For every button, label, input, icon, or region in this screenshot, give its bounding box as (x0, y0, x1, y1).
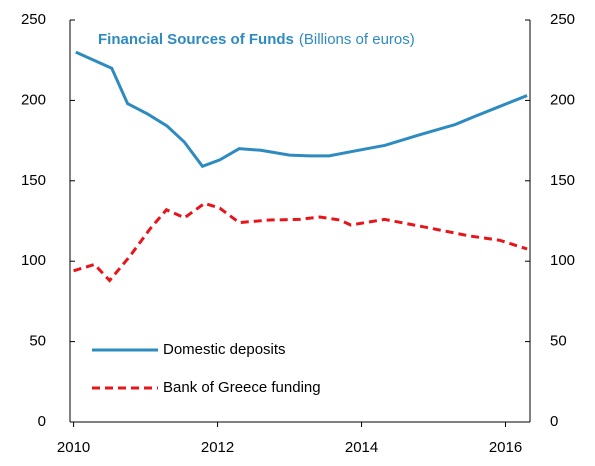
y-tick-label: 200 (21, 91, 46, 108)
y2-tick-label: 200 (550, 91, 575, 108)
chart-title: Financial Sources of Funds (98, 31, 294, 48)
chart-title-group: Financial Sources of Funds (Billions of e… (98, 31, 415, 48)
y-tick-label: 50 (29, 333, 46, 350)
x-tick-label: 2010 (57, 439, 90, 456)
y2-tick-label: 250 (550, 11, 575, 28)
x-tick-label: 2012 (201, 439, 234, 456)
x-tick-label: 2014 (345, 439, 378, 456)
chart-subtitle: (Billions of euros) (299, 31, 415, 48)
y2-tick-label: 0 (550, 413, 558, 430)
y2-tick-label: 150 (550, 172, 575, 189)
y-tick-label: 250 (21, 11, 46, 28)
y-tick-label: 0 (38, 413, 46, 430)
legend-label: Bank of Greece funding (163, 379, 321, 396)
y2-tick-label: 50 (550, 333, 567, 350)
legend-label: Domestic deposits (163, 341, 286, 358)
y-tick-label: 100 (21, 252, 46, 269)
x-tick-label: 2016 (489, 439, 522, 456)
data-line (73, 201, 528, 283)
y-tick-label: 150 (21, 172, 46, 189)
data-line (75, 50, 528, 169)
y2-tick-label: 100 (550, 252, 575, 269)
